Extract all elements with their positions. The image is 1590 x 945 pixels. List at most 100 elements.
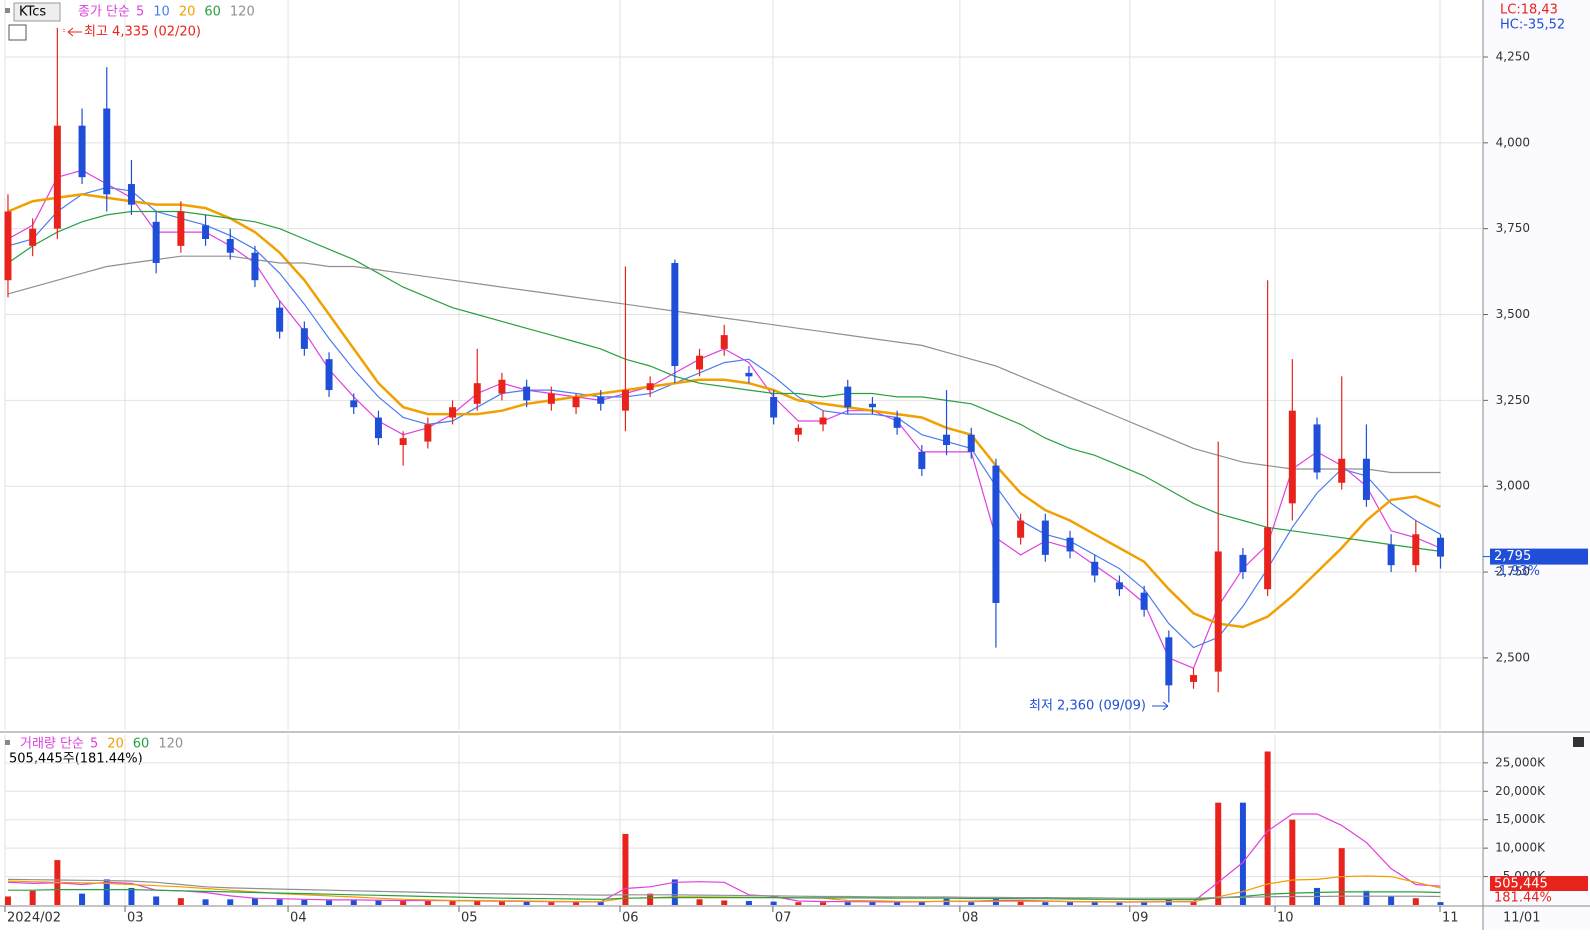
ma-line — [7, 186, 1441, 649]
candle-body — [103, 108, 111, 195]
x-tick-label: 09 — [1132, 911, 1149, 926]
volume-bar — [424, 901, 431, 905]
grid-icon[interactable] — [8, 24, 27, 41]
volume-ma-line — [8, 889, 1441, 901]
candle-body — [276, 307, 284, 332]
volume-bar — [548, 902, 555, 905]
candle-body — [1288, 410, 1296, 504]
volume-bar — [968, 902, 975, 905]
low-note: 최저 2,360 (09/09) — [1029, 698, 1146, 713]
candle-body — [745, 372, 753, 377]
legend-title: 거래량 단순 — [20, 737, 84, 752]
legend-entry: 60 — [204, 5, 221, 20]
y-tick-label: 2,500 — [1496, 650, 1530, 664]
candle-body — [893, 417, 901, 428]
y-tick-label: 3,750 — [1496, 221, 1530, 235]
candle-body — [325, 359, 333, 391]
volume-bar — [1437, 902, 1444, 905]
symbol: KTcs — [19, 5, 46, 20]
candle-body — [918, 451, 926, 470]
candle-body — [1165, 637, 1173, 686]
y-tick-label: 15,000K — [1495, 812, 1546, 826]
volume-bar — [1412, 898, 1419, 905]
volume-bar — [1215, 802, 1222, 905]
candle-body — [523, 386, 531, 401]
x-tick-label: 08 — [962, 911, 979, 926]
candle-body — [473, 383, 481, 404]
candle-body — [1338, 458, 1346, 483]
high-note: 최고 4,335 (02/20) — [84, 25, 201, 40]
y-tick-label: 3,500 — [1496, 307, 1530, 321]
candle-body — [78, 125, 86, 178]
x-tick-label: 05 — [461, 911, 478, 926]
candle-body — [449, 407, 457, 418]
candle-body — [152, 221, 160, 264]
axis-area — [1483, 0, 1590, 930]
candle-body — [868, 403, 876, 408]
legend-entry: 5 — [90, 737, 98, 752]
price-badge-label: 2,795 — [1494, 549, 1531, 564]
candle-body — [498, 379, 506, 394]
volume-bar — [1264, 751, 1271, 905]
ma-line — [7, 193, 1441, 629]
x-tick-label: 04 — [290, 911, 307, 926]
x-tick-label: 07 — [775, 911, 792, 926]
legend-entry: 120 — [230, 5, 255, 20]
candle-body — [992, 465, 1000, 603]
low-arrow — [1152, 701, 1169, 711]
candle-body — [374, 417, 382, 439]
candle-body — [547, 393, 555, 404]
legend-entry: 60 — [133, 737, 150, 752]
volume-bar — [1363, 890, 1370, 905]
symbol-box[interactable] — [13, 2, 61, 22]
candle-body — [177, 211, 185, 246]
volume-bar — [597, 901, 604, 905]
volume-badge — [1490, 876, 1588, 891]
candle-body — [1066, 537, 1074, 552]
x-tick-label: 03 — [127, 911, 144, 926]
candle-body — [424, 424, 432, 442]
volume-bar — [844, 902, 851, 905]
high-arrow — [67, 27, 82, 37]
volume-bar — [227, 899, 234, 905]
volume-bar — [795, 902, 802, 905]
volume-bar — [326, 900, 333, 905]
legend-entry: 120 — [158, 737, 183, 752]
volume-summary: 505,445주(181.44%) — [9, 752, 143, 767]
volume-bar — [202, 899, 209, 905]
candle-body — [251, 252, 259, 281]
close-button[interactable] — [1573, 737, 1584, 747]
volume-bar — [573, 902, 580, 905]
candle-body — [399, 438, 407, 446]
candle-body — [943, 434, 951, 446]
volume-bar — [29, 890, 36, 905]
candle-body — [1387, 544, 1395, 566]
candle-body — [1041, 520, 1049, 555]
candle-body — [1362, 458, 1370, 500]
legend-title: 종가 단순 — [78, 5, 130, 20]
x-tick-label: 06 — [622, 911, 639, 926]
volume-bar — [1289, 819, 1296, 905]
y-tick-label: 20,000K — [1495, 784, 1546, 798]
volume-bar — [1141, 902, 1148, 905]
candle-body — [621, 390, 629, 411]
volume-bar — [918, 901, 925, 905]
candle-body — [967, 434, 975, 452]
candle-body — [1239, 554, 1247, 573]
legend-entry: 5 — [136, 5, 144, 20]
y-tick-label: 4,250 — [1496, 49, 1530, 63]
candle-body — [844, 386, 852, 408]
y-tick-label: 2,750 — [1496, 565, 1530, 579]
volume-bar — [301, 899, 308, 905]
y-tick-label: 3,000 — [1496, 479, 1530, 493]
volume-bar — [251, 898, 258, 905]
axis-date: 11/01 — [1503, 911, 1540, 926]
volume-bar — [671, 879, 678, 905]
volume-bar — [1116, 902, 1123, 905]
candle-body — [1017, 520, 1025, 538]
volume-bar — [622, 833, 629, 905]
volume-bar — [1190, 901, 1197, 905]
candle-body — [1437, 537, 1445, 557]
hc-info: HC:-35,52 — [1500, 18, 1565, 33]
volume-bar — [276, 899, 283, 905]
